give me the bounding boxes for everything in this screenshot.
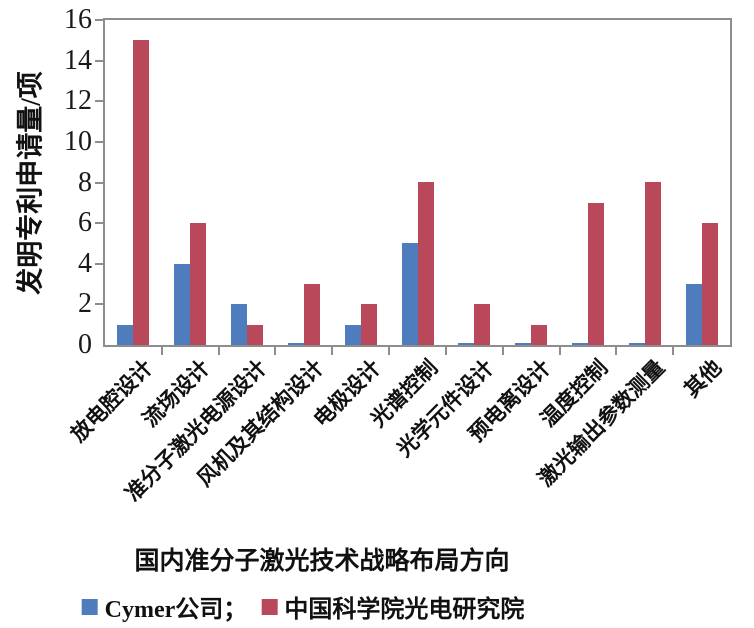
bar-cymer-1 bbox=[117, 325, 133, 345]
bar-cymer-11 bbox=[686, 284, 702, 345]
bar-cas-2 bbox=[190, 223, 206, 345]
y-tick-label: 0 bbox=[78, 329, 92, 360]
bar-cas-7 bbox=[474, 304, 490, 345]
x-axis-tick bbox=[161, 347, 163, 355]
y-tick-label: 2 bbox=[78, 288, 92, 319]
bar-cymer-9 bbox=[572, 343, 588, 345]
legend-swatch-cas bbox=[261, 598, 278, 615]
y-tick-label: 10 bbox=[64, 126, 92, 157]
plot-area bbox=[103, 18, 732, 347]
x-axis-tick bbox=[388, 347, 390, 355]
x-axis-tick bbox=[331, 347, 333, 355]
bar-cymer-2 bbox=[174, 264, 190, 345]
y-tick-label: 6 bbox=[78, 207, 92, 238]
bar-cymer-4 bbox=[288, 343, 304, 345]
x-axis-tick bbox=[445, 347, 447, 355]
y-tick-label: 12 bbox=[64, 85, 92, 116]
bar-cas-3 bbox=[247, 325, 263, 345]
x-axis-tick bbox=[218, 347, 220, 355]
bar-cas-11 bbox=[702, 223, 718, 345]
bar-cymer-5 bbox=[345, 325, 361, 345]
bar-cymer-8 bbox=[515, 343, 531, 345]
bar-cas-4 bbox=[304, 284, 320, 345]
y-axis-tick bbox=[95, 182, 103, 184]
y-tick-label: 4 bbox=[78, 248, 92, 279]
y-tick-label: 8 bbox=[78, 167, 92, 198]
bar-cymer-7 bbox=[458, 343, 474, 345]
y-axis-tick bbox=[95, 141, 103, 143]
bar-cas-8 bbox=[531, 325, 547, 345]
y-axis-tick bbox=[95, 222, 103, 224]
legend-label: 中国科学院光电研究院 bbox=[284, 597, 525, 623]
x-axis-tick bbox=[502, 347, 504, 355]
legend: Cymer公司； 中国科学院光电研究院 bbox=[81, 589, 524, 624]
y-tick-label: 14 bbox=[64, 45, 92, 76]
x-axis-title: 国内准分子激光技术战略布局方向 bbox=[134, 548, 510, 575]
y-axis-tick bbox=[95, 19, 103, 21]
y-axis-tick bbox=[95, 60, 103, 62]
x-axis-tick bbox=[274, 347, 276, 355]
y-tick-label: 16 bbox=[64, 4, 92, 35]
category-label-1: 放电腔设计 bbox=[66, 355, 158, 447]
legend-label: Cymer公司； bbox=[104, 597, 248, 623]
bar-cas-10 bbox=[645, 182, 661, 345]
bar-cymer-3 bbox=[231, 304, 247, 345]
y-axis-tick bbox=[95, 303, 103, 305]
bar-cymer-6 bbox=[402, 243, 418, 345]
legend-item-cas: 中国科学院光电研究院 bbox=[261, 589, 524, 624]
bar-cas-5 bbox=[361, 304, 377, 345]
legend-swatch-cymer bbox=[81, 598, 98, 615]
bar-cas-6 bbox=[418, 182, 434, 345]
legend-item-cymer: Cymer公司； bbox=[81, 589, 248, 624]
bar-cas-1 bbox=[133, 40, 149, 345]
x-axis-tick bbox=[615, 347, 617, 355]
y-axis-tick bbox=[95, 263, 103, 265]
x-axis-tick bbox=[672, 347, 674, 355]
x-axis-tick bbox=[559, 347, 561, 355]
bar-cas-9 bbox=[588, 203, 604, 345]
bar-cymer-10 bbox=[629, 343, 645, 345]
y-axis-tick bbox=[95, 100, 103, 102]
